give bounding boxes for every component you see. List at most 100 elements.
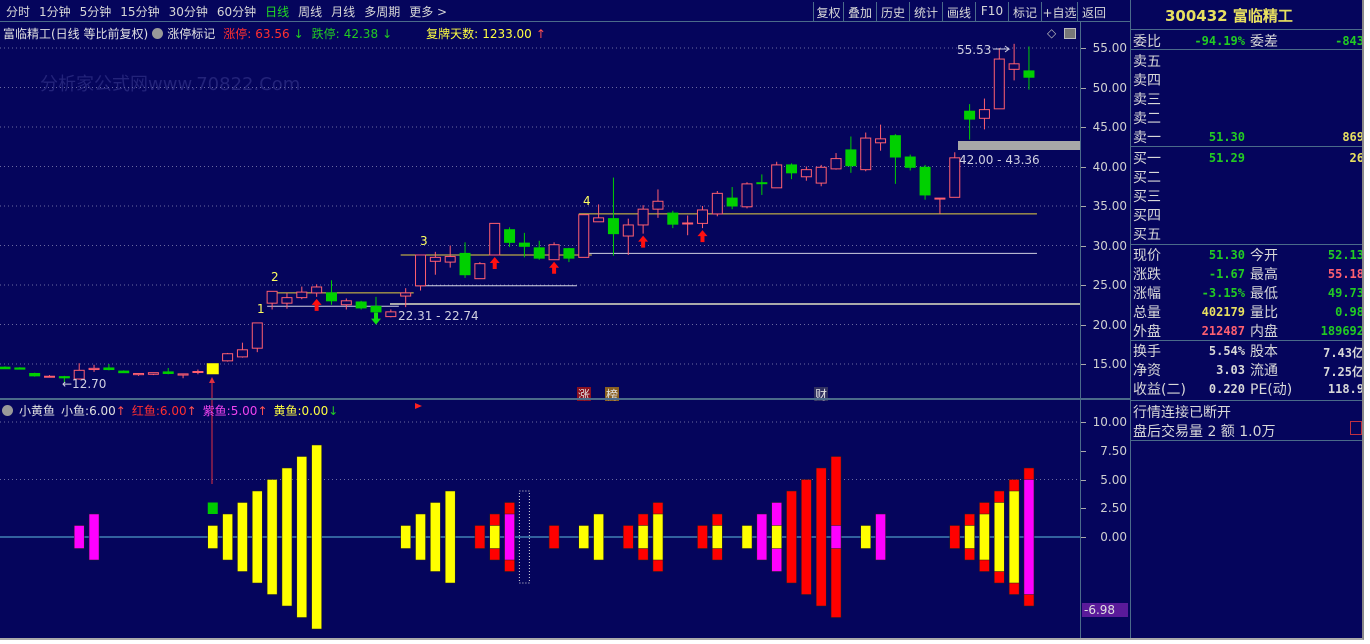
indicator-tick-label: 10.00 [1092,415,1127,429]
period-tab[interactable]: 15分钟 [120,5,160,19]
tick-mark [1081,166,1086,168]
indicator-bar-magenta [830,525,842,549]
candle-down [786,164,798,174]
fundamental-label: PE(动) [1250,382,1293,398]
purple-fish-label: 紫鱼: [202,404,231,418]
ask-level-label: 卖五 [1133,54,1161,70]
toolbar-button[interactable]: 叠加 [843,2,876,22]
bid-level-label: 买二 [1133,170,1161,186]
indicator-bar-red [801,479,812,595]
candle-up [177,373,189,376]
stat-label: 涨幅 [1133,286,1161,302]
candle-down [58,376,70,379]
indicator-bar-magenta [504,513,515,561]
period-tab[interactable]: 周线 [298,5,323,19]
indicator-bar-yellow [311,444,322,630]
period-tab[interactable]: 多周期 [364,5,401,19]
indicator-bar-magenta [875,513,886,561]
candle-up [415,254,427,287]
tick-mark [1081,479,1086,481]
candle-up [444,256,456,263]
fundamental-value: 0.220 [1208,382,1245,396]
price-header: 富临精工(日线 等比前复权) 涨停标记 涨停: 63.56 ↓ 跌停: 42.3… [3,25,546,42]
candle-up [711,192,723,215]
chart-mini-icon[interactable] [1350,421,1362,435]
period-toolbar: 分时 1分钟 5分钟 15分钟 30分钟 60分钟 日线 周线 月线 多周期 更多 > [6,3,447,20]
candle-down [504,229,516,243]
period-tab[interactable]: 60分钟 [216,5,257,19]
period-tab[interactable]: 1分钟 [39,5,71,19]
indicator-bar-yellow [637,525,649,549]
settings-circle-icon[interactable] [152,28,164,39]
limit-mark-toggle[interactable]: 涨停标记 [167,27,216,41]
candle-up [489,222,501,256]
window-toggle-icon[interactable] [1064,28,1076,39]
candle-down [14,367,26,370]
period-tab[interactable]: 分时 [6,5,31,19]
candle-up [578,214,590,258]
indicator-bar-yellow [652,513,664,561]
arrow-up-icon [209,377,215,383]
period-tab[interactable]: 更多 > [409,5,448,19]
toolbar-button[interactable]: 历史 [876,2,909,22]
period-tab[interactable]: 30分钟 [168,5,208,19]
indicator-settings-icon[interactable] [2,405,13,416]
stat-value: 189692 [1320,324,1364,338]
arrow-up-icon: ↑ [535,26,546,41]
candle-up [251,322,263,349]
toolbar-button[interactable]: 统计 [909,2,942,22]
toolbar-button[interactable]: F10 [975,2,1008,22]
bid-level-label: 买五 [1133,227,1161,243]
candle-down [756,182,768,185]
candle-down [904,156,916,168]
fundamental-value: 3.03 [1216,363,1245,377]
candle-up [637,208,649,226]
arrow-down-icon: ↓ [328,404,339,418]
event-badge[interactable] [814,387,828,401]
price-tick-label: 20.00 [1092,317,1127,332]
wei-bi-label: 委比 [1133,34,1161,50]
indicator-bar-yellow [444,490,456,584]
price-tick-label: 55.00 [1092,41,1127,55]
limit-down-value: 42.38 [343,26,379,41]
candle-up [281,297,293,304]
toolbar-button[interactable]: 标记 [1008,2,1041,22]
indicator-bar-yellow [1008,490,1020,584]
period-tab[interactable]: 月线 [331,5,356,19]
indicator-bar-magenta [756,513,768,561]
wei-cha-label: 委差 [1250,34,1278,50]
connection-status: 行情连接已断开 [1133,405,1231,421]
candle-up [88,367,100,371]
indicator-name: 小黄鱼 [19,404,56,418]
toolbar-button[interactable]: 复权 [813,2,843,22]
stat-label: 总量 [1133,305,1161,321]
toolbar-button[interactable]: +自选 [1041,2,1077,22]
period-tab[interactable]: 5分钟 [79,5,112,19]
after-hours-volume: 盘后交易量 2 额 1.0万 [1133,424,1276,440]
diamond-icon[interactable]: ◇ [1047,26,1057,40]
candle-up [830,158,842,170]
toolbar-button[interactable]: 画线 [942,2,975,22]
event-badge[interactable] [577,387,591,401]
tick-mark [1081,364,1086,365]
event-badge[interactable] [605,387,619,401]
candle-down [533,247,545,259]
candle-up [147,372,159,375]
candle-up [949,157,961,198]
candle-up [815,166,827,184]
stat-value: 52.13 [1327,248,1364,262]
indicator-cursor-value: -6.98 [1082,603,1128,617]
toolbar-button[interactable]: 返回 [1077,2,1110,22]
wei-cha-value: -843 [1335,34,1364,48]
resume-days-value: 1233.00 [482,26,532,41]
arrow-down-icon: ↓ [382,26,393,41]
indicator-bar-red [786,490,797,584]
period-tab[interactable]: 日线 [265,5,290,19]
indicator-bar-yellow [415,513,426,561]
indicator-tick-label: 0.00 [1100,530,1127,544]
red-fish-value: 6.00 [159,404,187,418]
fundamental-value: 5.54% [1208,344,1245,358]
indicator-bar-red [623,525,634,549]
bid-level-label: 买一 [1133,151,1161,167]
